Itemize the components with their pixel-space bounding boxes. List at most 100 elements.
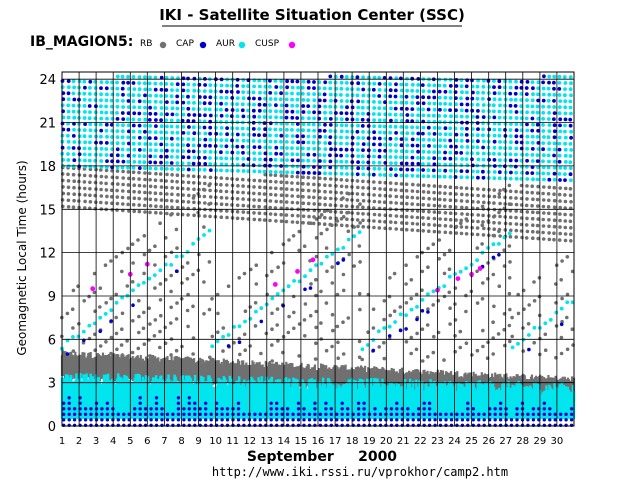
rb-mark — [164, 179, 168, 183]
cap-mark — [208, 168, 213, 173]
cap-mark — [66, 127, 71, 132]
aur-mark — [126, 123, 131, 128]
rb-mark — [159, 178, 164, 183]
aur-mark — [221, 334, 226, 339]
aur-mark — [87, 146, 92, 151]
aur-mark — [176, 167, 180, 172]
aur-mark — [372, 93, 376, 98]
aur-mark — [497, 115, 502, 120]
rb-mark — [259, 351, 263, 356]
cap-mark — [393, 88, 398, 93]
aur-mark — [246, 138, 251, 143]
cap-mark — [219, 101, 224, 106]
aur-mark — [563, 129, 567, 134]
rb-mark — [394, 201, 399, 205]
rb-mark — [508, 235, 513, 239]
rb-mark — [410, 195, 415, 200]
rb-mark — [447, 290, 452, 295]
rb-mark — [437, 257, 442, 261]
cap-mark — [197, 82, 202, 87]
cap-mark — [285, 407, 290, 411]
aur-mark — [192, 155, 197, 160]
cusp-point — [310, 257, 316, 263]
rb-mark — [459, 225, 464, 229]
rb-mark — [210, 334, 215, 339]
cap-mark — [387, 334, 392, 338]
aur-mark — [99, 110, 104, 115]
cap-mark — [317, 110, 322, 115]
rb-mark — [508, 189, 513, 194]
rb-mark — [219, 182, 223, 187]
aur-mark — [361, 160, 365, 165]
cap-mark — [198, 412, 202, 416]
rb-mark — [542, 211, 546, 215]
aur-mark — [132, 153, 137, 158]
rb-mark — [496, 332, 501, 336]
rb-mark — [72, 198, 76, 203]
cap-mark — [241, 150, 245, 155]
rb-mark — [508, 215, 513, 220]
rb-mark — [142, 184, 147, 188]
aur-mark — [421, 174, 426, 179]
aur-mark — [296, 128, 300, 133]
rb-mark — [372, 219, 376, 223]
cap-mark — [389, 118, 393, 123]
rb-mark — [361, 205, 365, 210]
rb-mark — [208, 175, 213, 180]
aur-mark — [295, 146, 300, 151]
aur-mark — [514, 152, 518, 157]
cap-mark — [552, 99, 556, 103]
aur-mark — [192, 88, 197, 93]
cap-mark — [154, 401, 159, 405]
cap-mark — [454, 84, 459, 88]
rb-mark — [448, 217, 453, 222]
rb-mark — [366, 192, 371, 197]
rb-mark — [530, 190, 534, 195]
cap-mark — [235, 144, 240, 149]
aur-mark — [115, 80, 119, 85]
cap-mark — [143, 93, 147, 98]
rb-mark — [449, 224, 453, 228]
rb-mark — [176, 205, 180, 210]
rb-mark — [454, 198, 458, 203]
aur-mark — [230, 168, 235, 173]
aur-mark — [148, 148, 153, 153]
aur-mark — [541, 86, 546, 91]
cap-mark — [552, 171, 557, 176]
rb-mark — [274, 180, 278, 184]
rb-mark — [502, 248, 507, 252]
rb-mark — [153, 263, 157, 267]
aur-mark — [241, 90, 246, 94]
cap-mark — [432, 162, 437, 167]
aur-mark — [447, 274, 452, 279]
cap-mark — [182, 412, 186, 416]
cap-mark — [268, 157, 273, 162]
cap-mark — [143, 129, 147, 134]
cap-mark — [459, 102, 464, 107]
aur-mark — [121, 141, 126, 146]
cap-mark — [149, 418, 153, 422]
rb-mark — [404, 188, 409, 193]
rb-mark — [243, 309, 248, 314]
cap-mark — [514, 110, 519, 114]
aur-mark — [541, 110, 546, 115]
rb-mark — [295, 188, 300, 192]
cap-mark — [415, 317, 419, 322]
cap-mark — [302, 407, 306, 411]
aur-mark — [143, 87, 148, 92]
rb-mark — [448, 191, 453, 196]
cap-mark — [317, 98, 322, 103]
rb-mark — [225, 176, 229, 181]
aur-mark — [109, 98, 114, 103]
aur-mark — [366, 105, 371, 110]
rb-mark — [399, 182, 404, 186]
aur-mark — [339, 117, 344, 122]
aur-mark — [568, 75, 573, 79]
aur-mark — [372, 118, 376, 122]
aur-mark — [547, 111, 551, 115]
rb-mark — [404, 282, 408, 286]
rb-mark — [542, 185, 546, 189]
cap-mark — [181, 131, 186, 135]
aur-mark — [120, 129, 125, 134]
aur-mark — [503, 103, 507, 108]
